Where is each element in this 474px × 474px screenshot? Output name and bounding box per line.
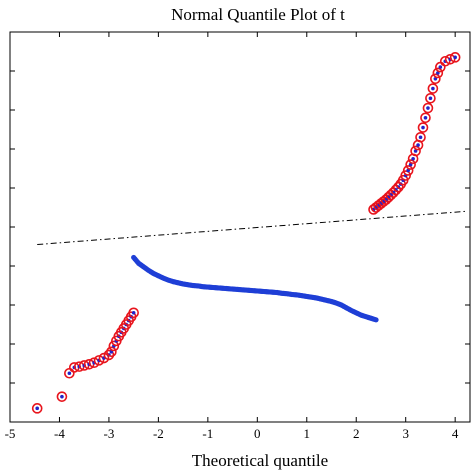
x-tick-label: 3: [402, 426, 409, 441]
upper-tail-point: [421, 125, 425, 130]
lower-tail-point-ring: [106, 346, 117, 358]
lower-tail-point-ring: [93, 355, 105, 366]
upper-tail-point-ring: [392, 181, 404, 193]
points-layer: [31, 52, 461, 414]
x-tick-label: -5: [5, 426, 16, 441]
upper-tail-point-ring: [415, 132, 426, 143]
upper-tail-point-ring: [410, 145, 421, 157]
upper-tail-point-ring: [449, 52, 461, 63]
lower-tail-point: [60, 394, 64, 399]
upper-tail-point-ring: [422, 102, 434, 114]
lower-tail-point: [67, 371, 72, 376]
upper-tail-point-ring: [417, 122, 429, 133]
lower-tail-point-ring: [103, 349, 115, 361]
upper-tail-point: [438, 65, 443, 69]
upper-tail-point: [431, 86, 435, 91]
x-tick-label: -2: [153, 426, 164, 441]
upper-tail-point-ring: [427, 83, 439, 94]
upper-tail-point-ring: [402, 165, 414, 176]
x-axis-label: Theoretical quantile: [192, 451, 328, 470]
x-tick-label: -4: [54, 426, 65, 441]
upper-tail-point-ring: [425, 93, 436, 104]
lower-tail-point-ring: [56, 391, 68, 402]
central-point: [373, 317, 379, 323]
upper-tail-point-ring: [430, 73, 441, 85]
lower-tail-point: [35, 406, 40, 411]
reference-line-layer: [37, 210, 466, 246]
x-tick-label: -1: [202, 426, 213, 441]
lower-tail-point-ring: [128, 307, 139, 319]
x-tick-label: 2: [353, 426, 360, 441]
lower-tail-point-ring: [108, 340, 120, 352]
upper-tail-point: [423, 116, 428, 120]
lower-tail-point-ring: [88, 357, 100, 369]
chart-title: Normal Quantile Plot of t: [171, 5, 345, 24]
x-tick-label: 4: [452, 426, 459, 441]
x-tick-label: 1: [304, 426, 311, 441]
upper-tail-point-ring: [420, 112, 431, 124]
upper-tail-point: [428, 96, 433, 101]
upper-tail-point: [426, 106, 430, 110]
upper-tail-point-ring: [405, 159, 416, 170]
upper-tail-point-ring: [432, 67, 444, 79]
reference-line: [37, 210, 466, 246]
x-tick-label: -3: [104, 426, 115, 441]
upper-tail-point-ring: [400, 170, 411, 181]
lower-tail-point: [131, 311, 136, 315]
lower-tail-point-ring: [31, 403, 43, 414]
upper-tail-point: [418, 135, 423, 140]
upper-tail-point: [453, 55, 457, 60]
upper-tail-point-ring: [444, 53, 456, 65]
upper-tail-point: [416, 143, 420, 147]
upper-tail-point: [411, 156, 415, 161]
upper-tail-point-ring: [439, 55, 451, 67]
x-tick-label: 0: [254, 426, 261, 441]
plot-frame: [9, 31, 471, 423]
tick-layer: -5 -4 -3 -2 -1 0 1 2 3 4: [5, 31, 470, 441]
